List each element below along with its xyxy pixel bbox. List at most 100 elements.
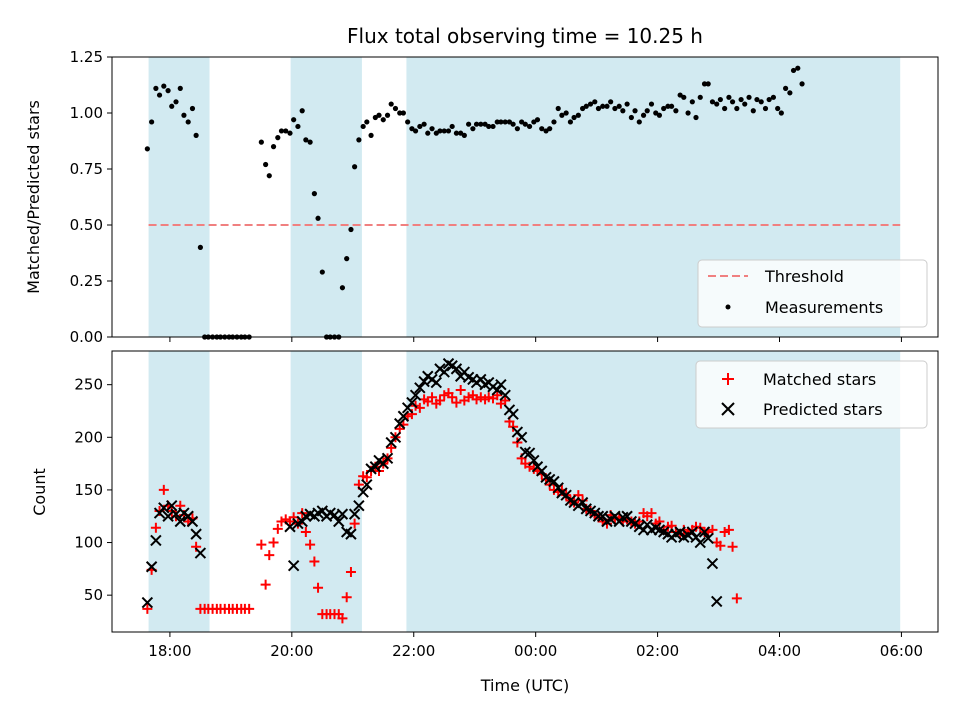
y-tick-label: 1.00 [70, 104, 103, 122]
y-tick-label: 250 [74, 376, 103, 394]
predicted-stars-point [674, 526, 686, 538]
measurement-point [742, 101, 748, 107]
measurement-point [551, 119, 557, 125]
measurement-point [295, 123, 301, 130]
measurement-point [640, 112, 647, 118]
measurement-point [567, 119, 574, 125]
x-tick-label: 18:00 [148, 642, 191, 660]
measurement-point [729, 99, 736, 105]
predicted-stars-point [174, 515, 186, 528]
measurement-point [502, 119, 508, 125]
measurement-point [766, 96, 772, 103]
matched-stars-point [345, 567, 356, 578]
measurement-point [750, 108, 756, 114]
predicted-stars-point [409, 389, 422, 401]
measurement-point [697, 94, 703, 100]
predicted-stars-point [450, 363, 463, 375]
predicted-stars-point [397, 410, 410, 422]
measurement-point [705, 81, 711, 87]
predicted-stars-point [145, 561, 158, 573]
predicted-stars-point [592, 510, 605, 522]
predicted-stars-point [284, 521, 296, 533]
measurement-point [364, 119, 370, 125]
measurement-point [738, 96, 744, 103]
measurement-point [461, 132, 467, 138]
measurement-point [722, 105, 728, 112]
measurement-point [417, 123, 423, 130]
matched-stars-point [723, 524, 734, 535]
measurement-point [303, 137, 309, 143]
matched-stars-point [341, 592, 352, 603]
measurement-point [486, 123, 492, 130]
matched-stars-point [260, 579, 271, 590]
matched-stars-point [500, 395, 511, 406]
measurement-point [514, 126, 520, 132]
counts-legend: Matched stars Predicted stars [695, 360, 928, 429]
measurement-point [397, 110, 403, 116]
counts-y-ticks: 50 100 150 200 250 [74, 376, 112, 604]
measurement-point [685, 110, 691, 116]
measurement-point [799, 81, 805, 87]
measurement-point [473, 121, 480, 127]
measurement-point [311, 191, 317, 197]
predicted-stars-point [190, 528, 202, 540]
measurement-point [498, 119, 504, 125]
measurement-point [770, 94, 777, 100]
predicted-stars-point [357, 486, 369, 498]
measurement-point [368, 132, 374, 138]
measurement-point [534, 117, 541, 123]
measurement-point [291, 117, 297, 123]
ratio-y-ticks: 0.00 0.25 0.50 0.75 1.00 1.25 [70, 48, 112, 346]
measurement-point [466, 121, 472, 127]
measurement-point [392, 105, 399, 112]
y-tick-label: 100 [74, 534, 103, 552]
measurement-point [726, 94, 732, 100]
matched-stars-point [300, 527, 311, 538]
predicted-stars-point [345, 528, 357, 540]
matched-stars-series [142, 384, 742, 624]
measurement-point [547, 126, 553, 132]
predicted-stars-point [711, 595, 723, 608]
observing-interval-2 [290, 351, 362, 632]
measurement-point [189, 105, 196, 112]
x-axis-label: Time (UTC) [480, 676, 569, 695]
matched-stars-point [447, 392, 458, 403]
measurement-point [266, 173, 272, 179]
measurement-point [746, 94, 752, 100]
predicted-stars-point [141, 596, 154, 609]
predicted-stars-point [369, 461, 382, 473]
measurement-point [429, 126, 435, 132]
matched-stars-point [731, 593, 742, 604]
predicted-stars-point [381, 452, 394, 465]
predicted-stars-point [336, 508, 349, 520]
y-tick-label: 0.75 [70, 160, 103, 178]
predicted-stars-point [694, 536, 706, 549]
measurement-point [185, 119, 191, 125]
matched-stars-point [313, 582, 324, 593]
predicted-stars-point [548, 475, 560, 488]
predicted-stars-point [495, 378, 507, 391]
threshold-legend-label: Threshold [764, 267, 844, 286]
observing-interval-2 [290, 57, 362, 337]
measurement-point [181, 112, 187, 118]
measurement-point [380, 117, 386, 123]
ratio-y-axis-label: Matched/Predicted stars [24, 100, 43, 294]
measurement-point [177, 85, 183, 91]
measurement-point [149, 119, 155, 125]
measurement-point [421, 121, 427, 127]
measurement-point [717, 96, 723, 103]
measurement-point [762, 105, 769, 112]
measurement-point [412, 128, 419, 134]
x-tick-label: 00:00 [514, 642, 557, 660]
measurement-point [701, 81, 708, 87]
matched-stars-point [727, 541, 738, 552]
predicted-stars-point [333, 515, 345, 528]
counts-y-axis-label: Count [30, 468, 49, 516]
ratio-x-ticks [169, 337, 902, 342]
matched-stars-point [451, 397, 462, 408]
matched-stars-point [386, 442, 397, 453]
predicted-stars-point [702, 532, 714, 545]
measurement-point [778, 110, 784, 116]
measurement-point [648, 101, 655, 107]
matched-stars-point [434, 395, 445, 406]
